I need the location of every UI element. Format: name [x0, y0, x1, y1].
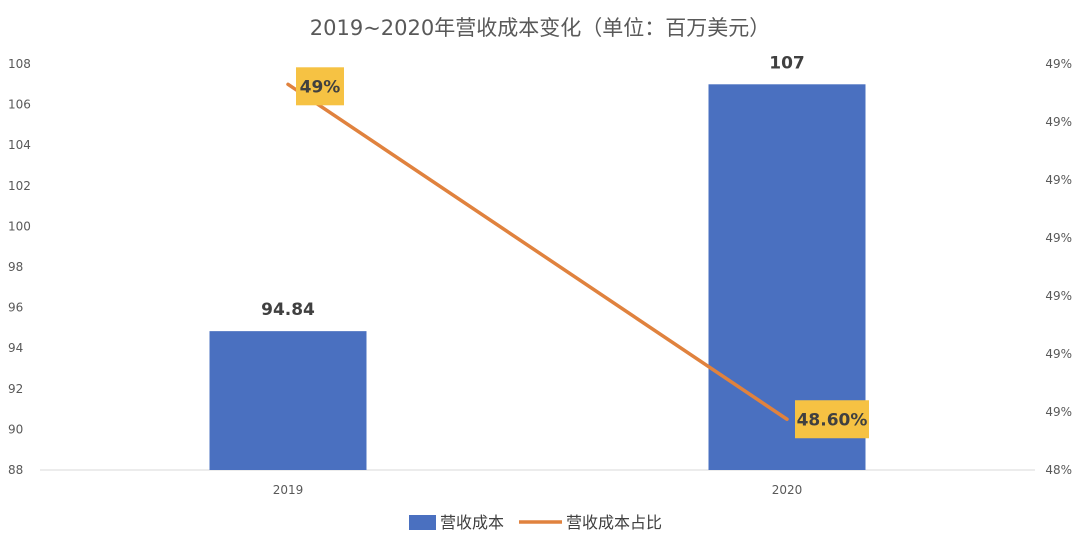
left-tick-label: 96: [8, 301, 23, 315]
line-label-box: [795, 400, 869, 439]
left-tick-label: 94: [8, 341, 23, 355]
x-tick-label: 2019: [273, 483, 304, 497]
left-tick-label: 92: [8, 382, 23, 396]
line-label-box: [296, 67, 344, 106]
right-tick-label: 49%: [1045, 115, 1072, 129]
left-tick-label: 108: [8, 57, 31, 71]
left-tick-label: 100: [8, 219, 31, 233]
left-tick-label: 102: [8, 179, 31, 193]
left-tick-label: 90: [8, 422, 23, 436]
right-tick-label: 49%: [1045, 173, 1072, 187]
axes: 88 90 92 94 96 98 100 102 104 106 108 48% 49% 49% 49% 4…: [8, 57, 1072, 497]
line-data-label: 48.60%: [797, 410, 868, 430]
right-tick-label: 49%: [1045, 289, 1072, 303]
x-tick-label: 2020: [772, 483, 803, 497]
legend-bar-swatch: [409, 515, 436, 530]
left-tick-label: 106: [8, 98, 31, 112]
right-tick-label: 49%: [1045, 231, 1072, 245]
legend-line-label: 营收成本占比: [566, 513, 662, 532]
legend: 营收成本 营收成本占比: [409, 513, 662, 532]
chart-title: 2019~2020年营收成本变化（单位：百万美元）: [310, 16, 770, 40]
legend-bar-label: 营收成本: [440, 513, 504, 532]
line-data-label: 49%: [300, 77, 341, 97]
left-tick-label: 88: [8, 463, 23, 477]
left-tick-label: 98: [8, 260, 23, 274]
left-tick-label: 104: [8, 138, 31, 152]
bar-data-label: 94.84: [261, 300, 315, 320]
right-tick-label: 49%: [1045, 405, 1072, 419]
bars: [209, 84, 866, 471]
bar: [209, 331, 367, 470]
line-path: [286, 82, 789, 421]
data-labels: 94.84 107 49% 48.60%: [261, 53, 869, 439]
right-tick-label: 48%: [1045, 463, 1072, 477]
line-series: [286, 82, 789, 421]
bar-data-label: 107: [769, 53, 805, 73]
right-tick-label: 49%: [1045, 57, 1072, 71]
right-tick-label: 49%: [1045, 347, 1072, 361]
